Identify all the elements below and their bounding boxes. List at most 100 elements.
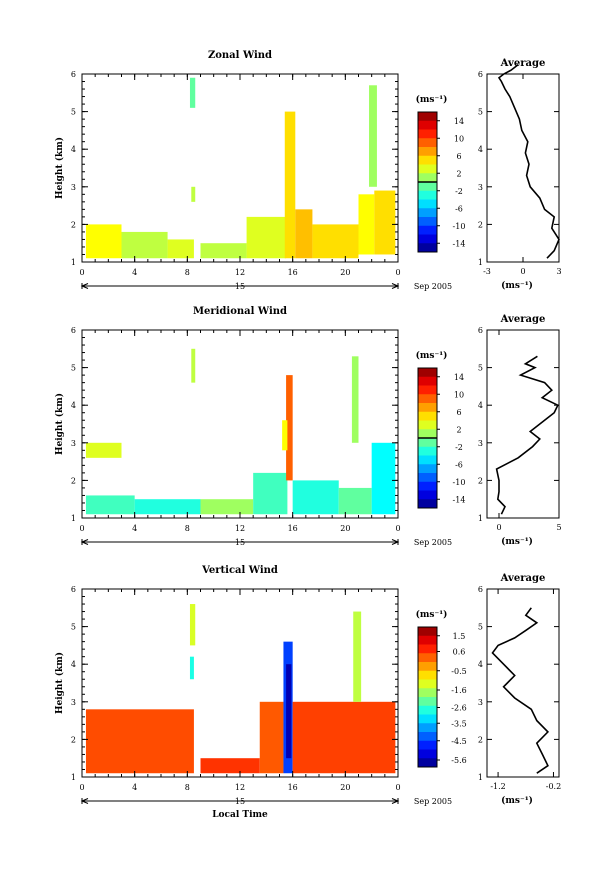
average-unit-label: (ms⁻¹) — [501, 280, 533, 291]
data-patch — [121, 231, 168, 259]
x-tick-label: 4 — [132, 783, 137, 792]
average-x-tick-label: 0 — [520, 267, 525, 276]
day-bar-arrow — [80, 539, 89, 545]
day-label: 15 — [235, 538, 245, 547]
y-tick-label: 2 — [71, 735, 76, 744]
x-tick-label: 8 — [185, 783, 190, 792]
colorbar-segment — [418, 173, 437, 183]
colorbar-segment — [418, 473, 437, 483]
x-tick-label: 20 — [340, 783, 350, 792]
colorbar-segment — [418, 217, 437, 227]
data-patch — [358, 194, 375, 255]
day-bar-arrow — [80, 283, 89, 289]
colorbar-segment — [418, 627, 437, 637]
y-tick-label: 3 — [71, 439, 76, 448]
colorbar-segment — [418, 155, 437, 165]
x-tick-label: 4 — [132, 268, 137, 277]
colorbar-segment — [418, 368, 437, 378]
colorbar-segment — [418, 225, 437, 235]
colorbar-tick-label: 2 — [456, 169, 461, 178]
average-x-tick-label: 5 — [556, 523, 561, 532]
x-tick-label: 0 — [79, 268, 84, 277]
average-y-tick-label: 1 — [478, 773, 483, 782]
colorbar-unit: (ms⁻¹) — [416, 609, 448, 620]
colorbar-segment — [418, 164, 437, 174]
data-patch — [85, 709, 194, 774]
y-axis-label: Height (km) — [54, 393, 65, 455]
average-y-tick-label: 2 — [478, 735, 483, 744]
colorbar-tick-label: 2 — [456, 425, 461, 434]
date-label: Sep 2005 — [414, 538, 452, 547]
colorbar-segment — [418, 653, 437, 663]
colorbar-segment — [418, 147, 437, 157]
average-profile-line — [491, 607, 550, 774]
colorbar-tick-label: -1.6 — [451, 686, 466, 695]
colorbar-segment — [418, 420, 437, 430]
y-axis-label: Height (km) — [54, 137, 65, 199]
colorbar-tick-label: 0.6 — [453, 648, 466, 657]
y-tick-label: 1 — [71, 773, 76, 782]
colorbar-segment — [418, 129, 437, 139]
colorbar-tick-label: -2.6 — [451, 704, 466, 713]
data-patch — [371, 442, 396, 515]
colorbar-segment — [418, 464, 437, 474]
colorbar-segment — [418, 732, 437, 742]
colorbar-tick-label: -2 — [455, 187, 463, 196]
average-frame — [486, 329, 560, 519]
data-patch — [292, 480, 339, 515]
colorbar-segment — [418, 723, 437, 733]
data-patch — [246, 216, 287, 259]
colorbar-segment — [418, 385, 437, 395]
y-tick-label: 6 — [71, 326, 76, 335]
colorbar-segment — [418, 411, 437, 421]
data-patch — [85, 442, 122, 458]
data-patch — [191, 186, 196, 202]
colorbar-unit: (ms⁻¹) — [416, 350, 448, 361]
data-patch — [312, 224, 359, 259]
average-y-tick-label: 5 — [478, 364, 483, 373]
x-tick-label: 16 — [288, 783, 298, 792]
data-patch — [189, 604, 196, 646]
y-tick-label: 6 — [71, 585, 76, 594]
colorbar-segment — [418, 182, 437, 192]
average-y-tick-label: 2 — [478, 220, 483, 229]
colorbar-segment — [418, 481, 437, 491]
x-tick-label: 4 — [132, 524, 137, 533]
y-tick-label: 6 — [71, 70, 76, 79]
x-tick-label: 0 — [395, 524, 400, 533]
colorbar-segment — [418, 705, 437, 715]
colorbar-frame — [417, 626, 438, 768]
data-patch — [134, 499, 201, 515]
date-label: Sep 2005 — [414, 797, 452, 806]
y-tick-label: 5 — [71, 623, 76, 632]
data-patch — [167, 239, 194, 259]
x-tick-label: 12 — [235, 524, 245, 533]
average-y-tick-label: 2 — [478, 476, 483, 485]
colorbar-segment — [418, 688, 437, 698]
x-tick-label: 20 — [340, 524, 350, 533]
panel-title: Zonal Wind — [208, 50, 272, 61]
y-tick-label: 5 — [71, 108, 76, 117]
data-patch — [259, 701, 284, 774]
colorbar-tick-label: -3.5 — [451, 719, 466, 728]
colorbar-segment — [418, 234, 437, 244]
data-patch — [295, 209, 313, 259]
data-patch — [286, 664, 292, 759]
x-tick-label: 0 — [79, 783, 84, 792]
colorbar-segment — [418, 679, 437, 689]
data-patch — [189, 77, 196, 108]
y-tick-label: 3 — [71, 698, 76, 707]
average-y-tick-label: 1 — [478, 258, 483, 267]
colorbar-segment — [418, 208, 437, 218]
data-patch — [200, 243, 247, 259]
colorbar-tick-label: 1.5 — [453, 632, 466, 641]
data-patch — [353, 611, 362, 702]
day-label: 15 — [235, 282, 245, 291]
day-bar-arrow — [391, 798, 400, 804]
data-patch — [85, 224, 122, 259]
y-tick-label: 4 — [71, 401, 76, 410]
average-y-tick-label: 5 — [478, 623, 483, 632]
average-y-tick-label: 3 — [478, 439, 483, 448]
y-axis-label: Height (km) — [54, 652, 65, 714]
y-tick-label: 2 — [71, 220, 76, 229]
